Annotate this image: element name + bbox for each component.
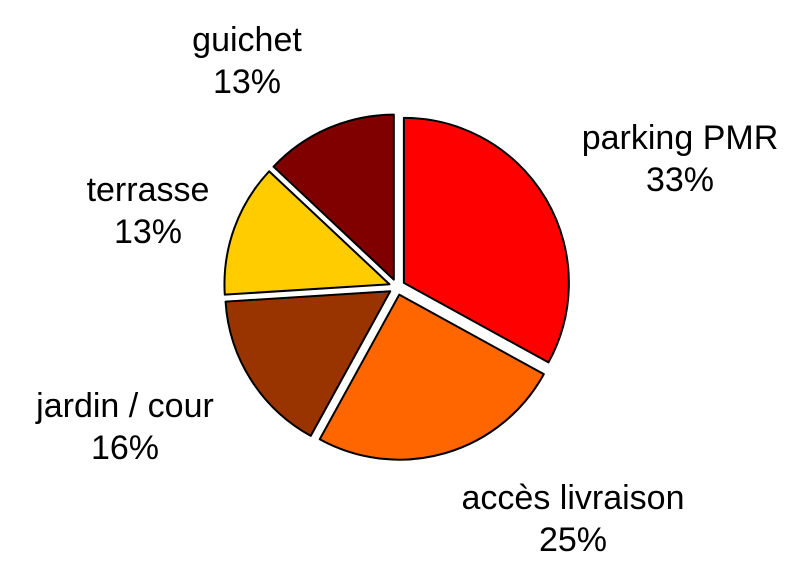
value-label: 25%: [539, 521, 607, 559]
pie-slice: [223, 170, 391, 296]
pie-slice: [402, 116, 570, 364]
pie-slice: [318, 293, 545, 461]
value-label: 13%: [114, 213, 182, 251]
slice-label: accès livraison: [462, 479, 685, 517]
slice-label: parking PMR: [582, 119, 779, 157]
pie-slice: [224, 290, 392, 437]
slice-label: jardin / cour: [35, 387, 214, 425]
value-label: 16%: [91, 429, 159, 467]
pie-slice: [272, 113, 395, 281]
slice-label: terrasse: [87, 171, 210, 209]
value-label: 13%: [213, 63, 281, 101]
value-label: 33%: [646, 161, 714, 199]
slice-label: guichet: [192, 21, 302, 59]
